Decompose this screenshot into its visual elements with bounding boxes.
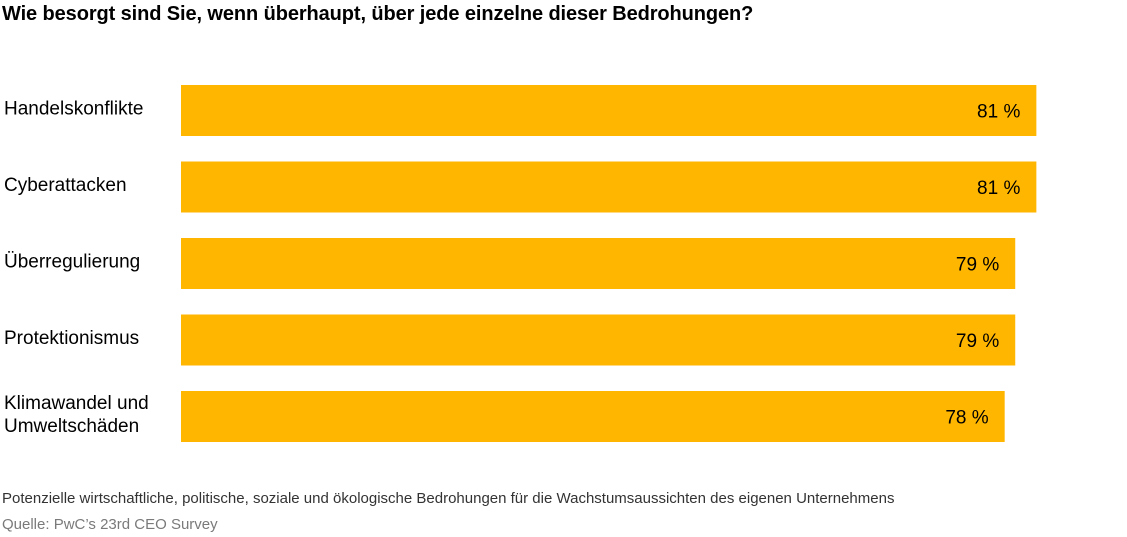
bar-5 [181,391,1005,442]
bar-chart: 81 % Handelskonflikte 81 % Cyberattacken 79 … [4,85,1037,442]
category-label-line: Umweltschäden [4,416,139,437]
category-label-line: Klimawandel und [4,393,149,414]
bar-value-label-1: 81 % [977,102,1020,123]
bar-value-label-2: 81 % [977,178,1020,199]
category-label-line: Handelskonflikte [4,99,143,120]
bar-value-label-5: 78 % [945,408,988,429]
bar-value-label-4: 79 % [956,331,999,352]
category-label-2: Cyberattacken [4,175,127,196]
category-label-line: Protektionismus [4,328,139,349]
category-label-line: Cyberattacken [4,175,127,196]
category-label-1: Handelskonflikte [4,99,143,120]
category-label-4: Protektionismus [4,328,139,349]
chart-footnote: Potenzielle wirtschaftliche, politische,… [2,490,895,507]
category-label-3: Überregulierung [4,252,140,273]
bar-1 [181,85,1037,136]
bar-value-label-3: 79 % [956,255,999,276]
chart-source: Quelle: PwC’s 23rd CEO Survey [2,516,218,533]
category-label-line: Überregulierung [4,252,140,273]
bar-4 [181,314,1016,366]
bar-3 [181,238,1016,289]
bar-2 [181,161,1037,213]
chart-title: Wie besorgt sind Sie, wenn überhaupt, üb… [2,3,754,25]
category-label-5: Klimawandel und Umweltschäden [4,393,149,437]
